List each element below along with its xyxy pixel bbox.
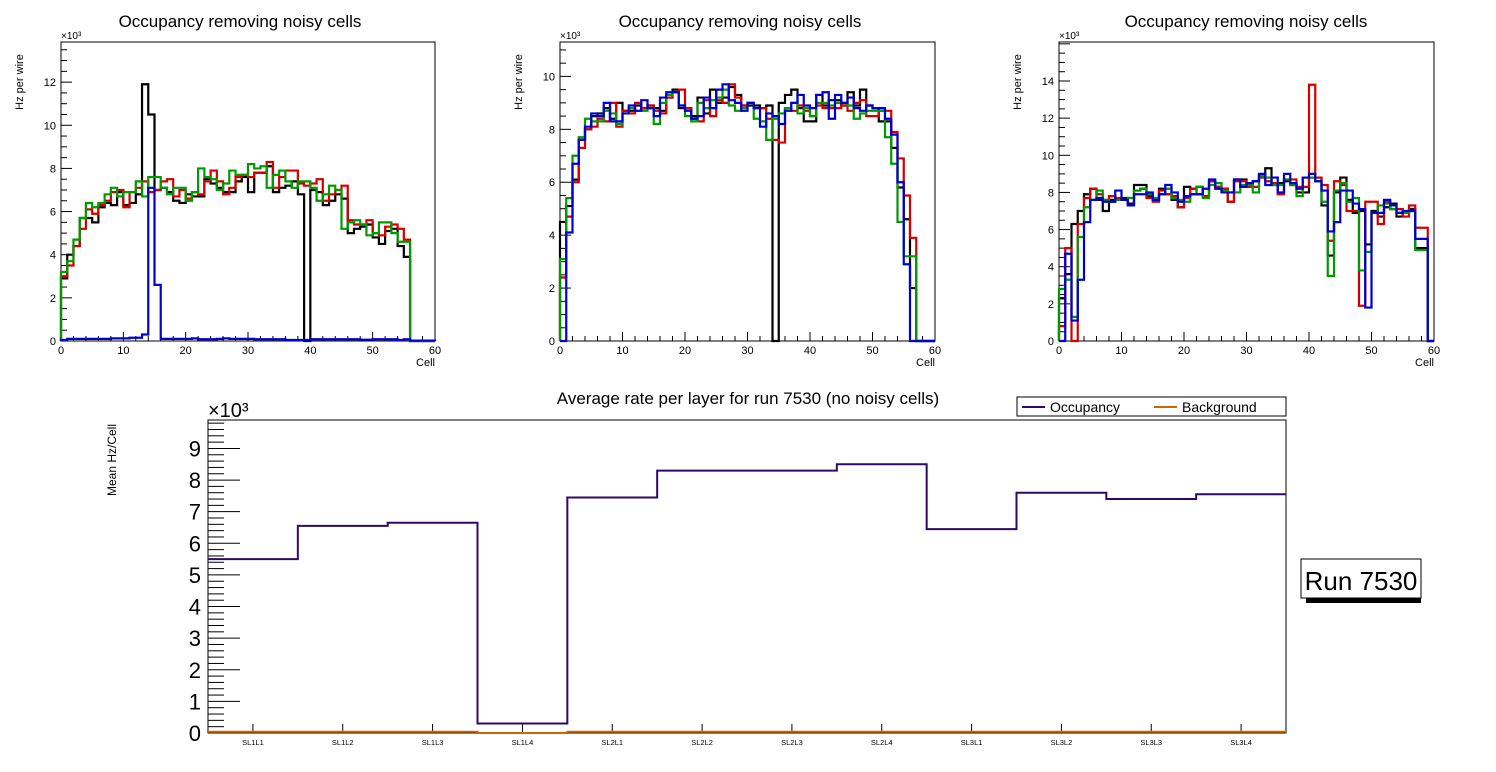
plot1-title: Occupancy removing noisy cells [119,12,362,31]
y-tick-label: 4 [50,250,56,262]
y-tick-label: 0 [50,336,56,348]
y-axis-label: Hz per wire [1012,54,1024,110]
x-tick-label: 20 [1178,345,1190,357]
series-green [558,88,935,343]
legend: Occupancy Background [1016,396,1287,417]
y-exponent-label: ×10³ [208,400,249,422]
x-tick-label: SL3L2 [1051,738,1073,747]
y-tick-label: 8 [50,163,56,175]
x-tick-label: 60 [929,345,941,357]
x-tick-label: SL1L3 [422,738,444,747]
legend-background-label: Background [1182,399,1257,415]
y-axis-label: Hz per wire [14,54,26,110]
y-tick-label: 0 [189,721,201,746]
x-tick-label: 50 [367,345,379,357]
x-tick-label: 0 [58,345,64,357]
y-tick-label: 4 [1048,262,1054,274]
plot-layer-rates: 0 1 2 3 4 5 6 7 8 9 ×10³ Mean Hz/Cell SL1L1 SL1L2 SL1L… [105,400,1287,747]
x-tick-label: 40 [304,345,316,357]
x-tick-label: 20 [679,345,691,357]
y-tick-label: 1 [189,689,201,714]
y-tick-label: 7 [189,500,201,525]
x-axis-label: Cell [1415,357,1434,369]
x-tick-label: 30 [741,345,753,357]
y-tick-label: 4 [189,595,201,620]
y-tick-label: 6 [50,207,56,219]
plot3-title: Occupancy removing noisy cells [1125,12,1368,31]
plot-frame [559,41,936,342]
y-tick-label: 9 [189,436,201,461]
x-tick-label: SL3L1 [961,738,983,747]
y-tick-label: 6 [549,177,555,189]
x-tick-label: 0 [557,345,563,357]
x-tick-label: 10 [117,345,129,357]
y-axis-label: Mean Hz/Cell [105,424,119,496]
y-tick-label: 10 [543,71,555,83]
x-tick-label: 30 [242,345,254,357]
y-tick-label: 2 [1048,299,1054,311]
x-tick-label: 50 [866,345,878,357]
x-tick-label: 40 [1303,345,1315,357]
x-tick-label: SL3L3 [1140,738,1162,747]
y-exponent-label: ×10³ [1059,31,1080,42]
x-tick-label: SL1L1 [242,738,264,747]
x-tick-label: SL1L4 [512,738,534,747]
y-exponent-label: ×10³ [61,31,82,42]
x-tick-label: 10 [616,345,628,357]
x-tick-label: SL2L1 [601,738,623,747]
series-blue [59,186,437,342]
y-exponent-label: ×10³ [560,31,581,42]
x-tick-label: SL3L4 [1230,738,1252,747]
y-tick-label: 10 [1042,150,1054,162]
series-blue [560,83,935,343]
y-tick-label: 14 [1042,76,1054,88]
y-tick-label: 8 [1048,187,1054,199]
series-blue [1059,172,1434,343]
plot2-title: Occupancy removing noisy cells [619,12,862,31]
y-tick-label: 12 [44,77,56,89]
y-tick-label: 5 [189,563,201,588]
y-tick-label: 3 [189,626,201,651]
x-tick-label: SL2L3 [781,738,803,747]
y-tick-label: 6 [1048,225,1054,237]
x-tick-label: 60 [1428,345,1440,357]
series-black [59,83,435,343]
series-background [208,730,1286,734]
x-tick-label: 0 [1056,345,1062,357]
y-tick-label: 10 [44,120,56,132]
y-tick-label: 12 [1042,113,1054,125]
series-occupancy [208,463,1286,725]
x-tick-label: 50 [1365,345,1377,357]
y-tick-label: 8 [189,468,201,493]
legend-occupancy-label: Occupancy [1050,399,1120,415]
y-tick-label: 2 [189,658,201,683]
x-tick-label: 10 [1115,345,1127,357]
x-axis-label: Cell [416,357,435,369]
plot4-title: Average rate per layer for run 7530 (no … [557,389,939,408]
x-tick-label: 20 [180,345,192,357]
y-axis-label: Hz per wire [513,54,525,110]
y-tick-label: 0 [549,336,555,348]
y-tick-label: 2 [549,283,555,295]
y-tick-label: 2 [50,293,56,305]
series-green [59,163,435,343]
run-label: Run 7530 [1305,566,1418,596]
x-axis-label: Cell [916,357,935,369]
y-tick-label: 8 [549,124,555,136]
y-tick-label: 6 [189,531,201,556]
x-tick-label: 60 [429,345,441,357]
y-tick-label: 4 [549,230,555,242]
x-tick-label: 40 [804,345,816,357]
x-tick-label: SL2L2 [691,738,713,747]
plot-frame [207,419,1287,734]
x-tick-label: SL1L2 [332,738,354,747]
x-tick-label: SL2L4 [871,738,893,747]
run-label-box: Run 7530 [1300,558,1422,603]
x-tick-label: 30 [1240,345,1252,357]
y-tick-label: 0 [1048,336,1054,348]
